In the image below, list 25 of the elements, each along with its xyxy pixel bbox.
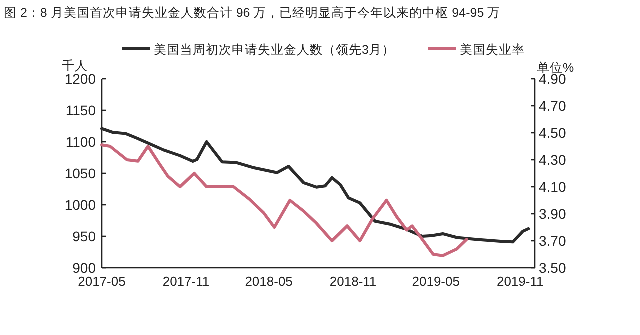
y2-tick-label: 4.10 — [539, 179, 566, 195]
y-tick-label: 1200 — [64, 71, 96, 87]
legend-label: 美国失业率 — [460, 42, 525, 57]
x-tick-label: 2019-05 — [412, 274, 460, 289]
y-tick-label: 1000 — [64, 197, 96, 213]
y-tick-label: 1050 — [64, 166, 96, 182]
y2-tick-label: 3.90 — [539, 206, 566, 222]
chart-title: 图 2：8 月美国首次申请失业金人数合计 96 万，已经明显高于今年以来的中枢 94-95 万 — [4, 5, 501, 20]
x-tick-label: 2017-05 — [78, 274, 126, 289]
legend-label: 美国当周初次申请失业金人数（领先3月） — [154, 42, 395, 57]
y2-tick-label: 4.70 — [539, 98, 566, 114]
y2-tick-label: 3.50 — [539, 260, 566, 276]
x-tick-label: 2019-11 — [496, 274, 544, 289]
y-tick-label: 1100 — [66, 134, 96, 150]
y-tick-label: 950 — [72, 228, 96, 244]
x-tick-label: 2017-11 — [162, 274, 210, 289]
y-axis-title: 千人 — [62, 59, 88, 73]
y-tick-label: 900 — [72, 260, 96, 276]
y2-tick-label: 4.30 — [539, 152, 566, 168]
line-series — [100, 144, 468, 258]
y2-tick-label: 3.70 — [539, 233, 566, 249]
x-tick-label: 2018-11 — [330, 274, 377, 289]
x-tick-label: 2018-05 — [245, 274, 293, 289]
y-tick-label: 1150 — [66, 102, 96, 118]
y2-tick-label: 4.50 — [539, 125, 566, 141]
